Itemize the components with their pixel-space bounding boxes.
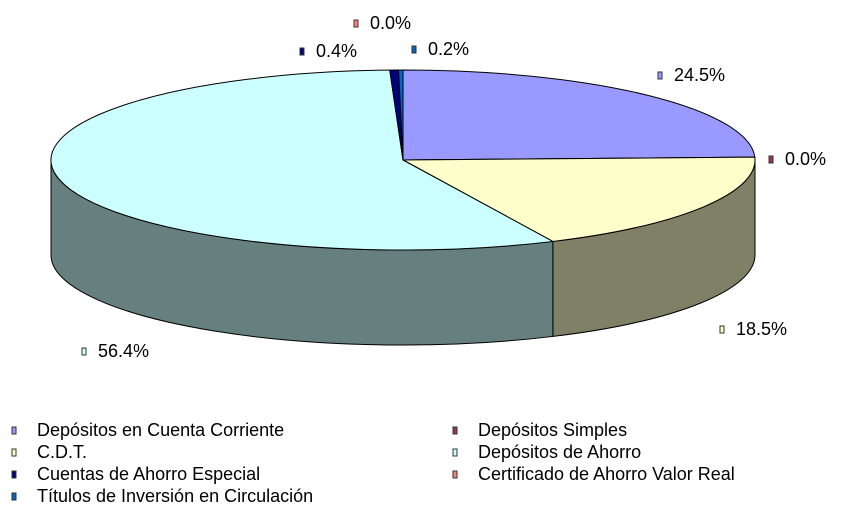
legend-marker — [11, 426, 17, 435]
legend-label: Certificado de Ahorro Valor Real — [478, 464, 735, 484]
pie-slice — [398, 69, 404, 161]
pie-slice — [50, 69, 555, 251]
legend-label: Depósitos Simples — [478, 420, 627, 440]
pie-slice — [402, 69, 756, 161]
label-marker — [657, 71, 663, 80]
data-label: 0.0% — [785, 149, 826, 169]
label-marker — [411, 45, 417, 54]
legend-marker — [11, 470, 17, 479]
legend-marker — [452, 426, 458, 435]
label-marker — [768, 155, 774, 164]
legend-label: Cuentas de Ahorro Especial — [37, 464, 260, 484]
legend-label: C.D.T. — [37, 442, 87, 462]
data-label: 0.0% — [370, 13, 411, 33]
data-label: 56.4% — [98, 341, 149, 361]
data-label: 0.4% — [316, 41, 357, 61]
legend-marker — [452, 470, 458, 479]
pie-slice — [401, 156, 756, 242]
legend-label: Títulos de Inversión en Circulación — [37, 486, 313, 506]
legend-marker — [452, 448, 458, 457]
data-label: 0.2% — [428, 39, 469, 59]
label-marker — [81, 347, 87, 356]
legend-marker — [11, 448, 17, 457]
label-marker — [353, 19, 359, 28]
label-marker — [719, 325, 725, 334]
label-marker — [299, 47, 305, 56]
legend-label: Depósitos en Cuenta Corriente — [37, 420, 284, 440]
data-label: 24.5% — [674, 65, 725, 85]
legend-marker — [11, 492, 17, 501]
data-label: 18.5% — [736, 319, 787, 339]
legend-label: Depósitos de Ahorro — [478, 442, 641, 462]
